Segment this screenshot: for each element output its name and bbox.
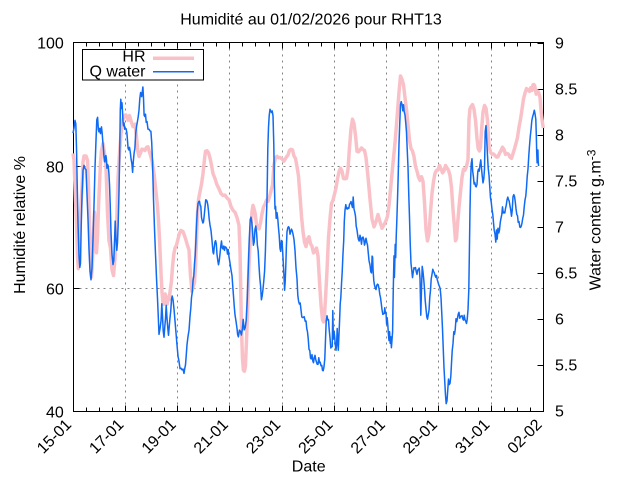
- svg-text:8.5: 8.5: [555, 82, 577, 99]
- svg-text:9: 9: [555, 36, 564, 53]
- svg-text:6.5: 6.5: [555, 266, 577, 283]
- svg-text:Q water: Q water: [89, 63, 146, 80]
- svg-text:Humidité relative %: Humidité relative %: [12, 156, 29, 294]
- svg-text:7.5: 7.5: [555, 174, 577, 191]
- svg-text:8: 8: [555, 128, 564, 145]
- svg-text:HR: HR: [122, 48, 145, 65]
- svg-text:5.5: 5.5: [555, 358, 577, 375]
- svg-text:Date: Date: [292, 459, 326, 476]
- svg-text:Water content g.m-3: Water content g.m-3: [585, 149, 605, 290]
- svg-text:6: 6: [555, 312, 564, 329]
- svg-text:7: 7: [555, 220, 564, 237]
- svg-text:5: 5: [555, 404, 564, 421]
- svg-text:80: 80: [46, 159, 64, 176]
- svg-text:60: 60: [46, 281, 64, 298]
- svg-text:Humidité au 01/02/2026 pour RH: Humidité au 01/02/2026 pour RHT13: [180, 12, 442, 29]
- svg-text:100: 100: [37, 35, 64, 52]
- svg-text:40: 40: [46, 404, 64, 421]
